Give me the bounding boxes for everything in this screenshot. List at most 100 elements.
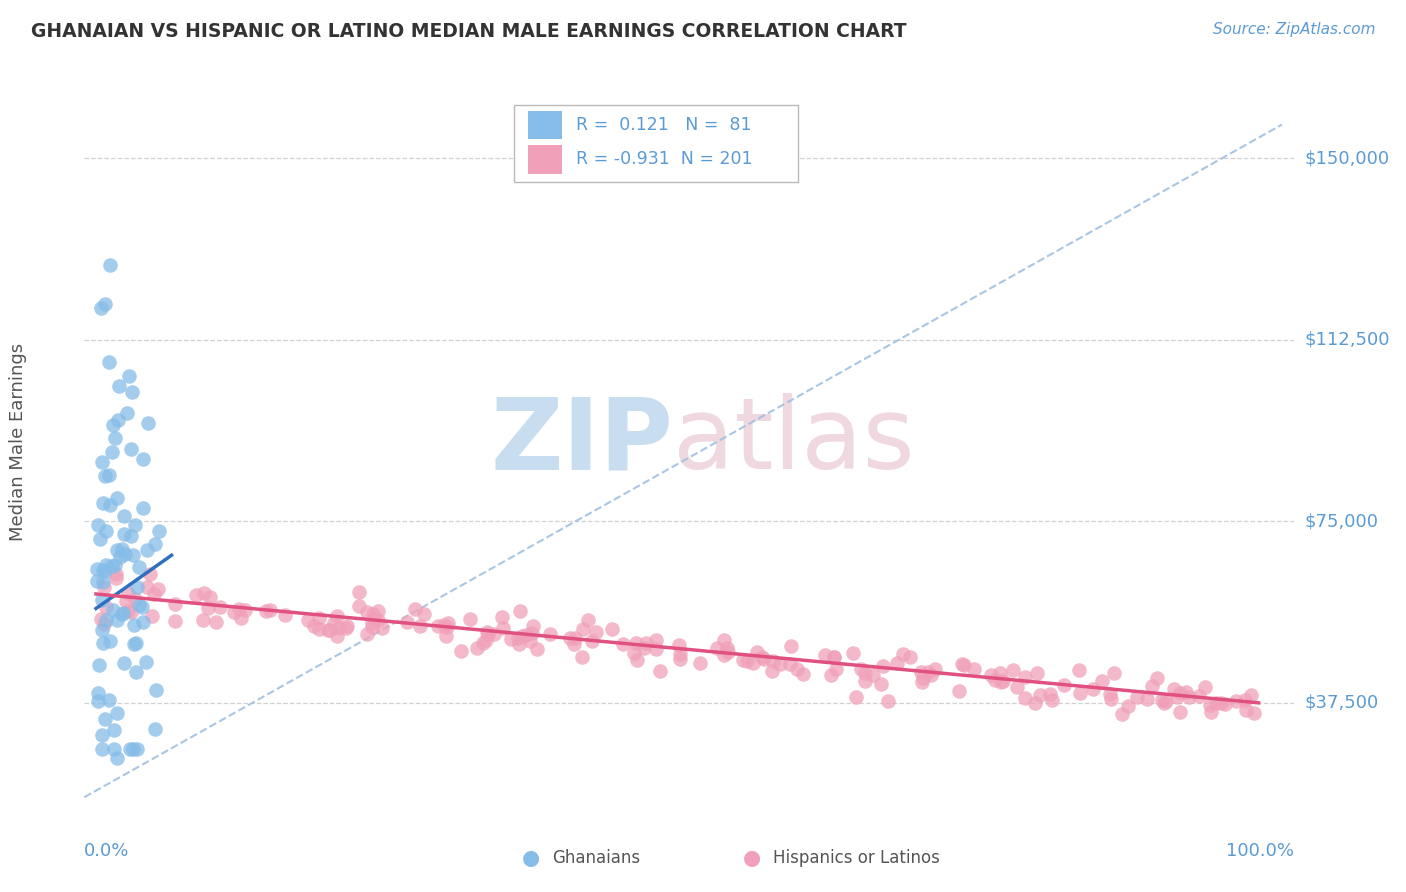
Point bbox=[1146, 671, 1168, 685]
Point bbox=[121, 384, 143, 399]
Point bbox=[779, 657, 801, 671]
Point bbox=[886, 657, 908, 671]
Point bbox=[1040, 692, 1063, 706]
Point bbox=[98, 258, 121, 272]
Point bbox=[104, 558, 127, 572]
Point bbox=[139, 567, 162, 582]
Point bbox=[118, 368, 141, 383]
Point bbox=[991, 674, 1014, 689]
Point bbox=[91, 496, 114, 510]
Point bbox=[335, 621, 357, 635]
Point bbox=[515, 627, 537, 641]
Point bbox=[585, 624, 607, 639]
Point bbox=[184, 588, 207, 602]
Point bbox=[86, 694, 108, 708]
Point bbox=[93, 617, 115, 632]
Point bbox=[509, 604, 531, 618]
Point bbox=[572, 622, 595, 636]
Point bbox=[371, 621, 394, 635]
Point bbox=[117, 604, 139, 618]
Point bbox=[356, 605, 378, 619]
Point bbox=[491, 609, 513, 624]
Point bbox=[91, 636, 114, 650]
Point bbox=[920, 667, 942, 681]
Point bbox=[1116, 699, 1139, 714]
Point bbox=[1205, 696, 1227, 710]
Point bbox=[820, 668, 842, 682]
Point bbox=[506, 631, 529, 645]
Point bbox=[101, 559, 124, 574]
Point bbox=[786, 662, 808, 676]
Point bbox=[233, 603, 256, 617]
Point bbox=[98, 498, 121, 512]
Point bbox=[124, 617, 146, 632]
Point bbox=[813, 648, 835, 663]
Point bbox=[367, 613, 389, 627]
Point bbox=[735, 654, 758, 668]
Point bbox=[984, 673, 1007, 687]
Point bbox=[853, 666, 876, 681]
Point bbox=[745, 645, 768, 659]
Point bbox=[1154, 694, 1177, 708]
Point bbox=[363, 611, 385, 625]
Text: $75,000: $75,000 bbox=[1305, 512, 1379, 531]
Point bbox=[950, 657, 973, 672]
Point bbox=[198, 590, 221, 604]
Point bbox=[717, 645, 740, 659]
Point bbox=[910, 665, 932, 680]
Point bbox=[669, 651, 692, 665]
Point bbox=[520, 625, 543, 640]
Point bbox=[872, 659, 894, 673]
Point bbox=[86, 574, 108, 588]
Point bbox=[1201, 705, 1223, 719]
Point bbox=[1014, 669, 1036, 683]
Point bbox=[90, 455, 112, 469]
Point bbox=[963, 662, 986, 676]
Point bbox=[475, 632, 498, 647]
Point bbox=[980, 668, 1002, 682]
Point bbox=[644, 633, 666, 648]
Point bbox=[86, 562, 108, 576]
Point bbox=[1069, 686, 1091, 700]
Point bbox=[845, 690, 868, 704]
Point bbox=[145, 683, 167, 698]
Point bbox=[460, 612, 482, 626]
Point bbox=[1194, 680, 1216, 694]
Point bbox=[132, 615, 155, 629]
Point bbox=[112, 526, 135, 541]
Point bbox=[101, 445, 124, 459]
Point bbox=[1213, 697, 1236, 711]
Point bbox=[141, 608, 163, 623]
Point bbox=[396, 615, 419, 630]
Point bbox=[780, 639, 803, 653]
Point bbox=[1014, 690, 1036, 705]
Point bbox=[953, 657, 976, 672]
Point bbox=[136, 416, 159, 430]
Point bbox=[105, 751, 128, 765]
Point bbox=[870, 677, 893, 691]
Point bbox=[792, 667, 814, 681]
Point bbox=[87, 657, 110, 672]
Point bbox=[624, 636, 647, 650]
Point bbox=[101, 603, 124, 617]
Point bbox=[581, 634, 603, 648]
Point bbox=[122, 637, 145, 651]
Point bbox=[124, 592, 146, 607]
Point bbox=[117, 586, 139, 600]
Point bbox=[409, 619, 432, 633]
Point bbox=[105, 613, 128, 627]
Point bbox=[571, 649, 593, 664]
Point bbox=[104, 566, 127, 581]
Point bbox=[751, 650, 773, 665]
Bar bbox=[529, 112, 562, 139]
Point bbox=[450, 643, 472, 657]
Point bbox=[948, 684, 970, 698]
Point bbox=[94, 565, 117, 579]
Point bbox=[477, 627, 499, 641]
Point bbox=[1243, 706, 1265, 721]
Point bbox=[924, 662, 946, 676]
Point bbox=[1039, 687, 1062, 701]
Point bbox=[94, 296, 117, 310]
Point bbox=[853, 674, 876, 689]
Point bbox=[124, 665, 146, 679]
